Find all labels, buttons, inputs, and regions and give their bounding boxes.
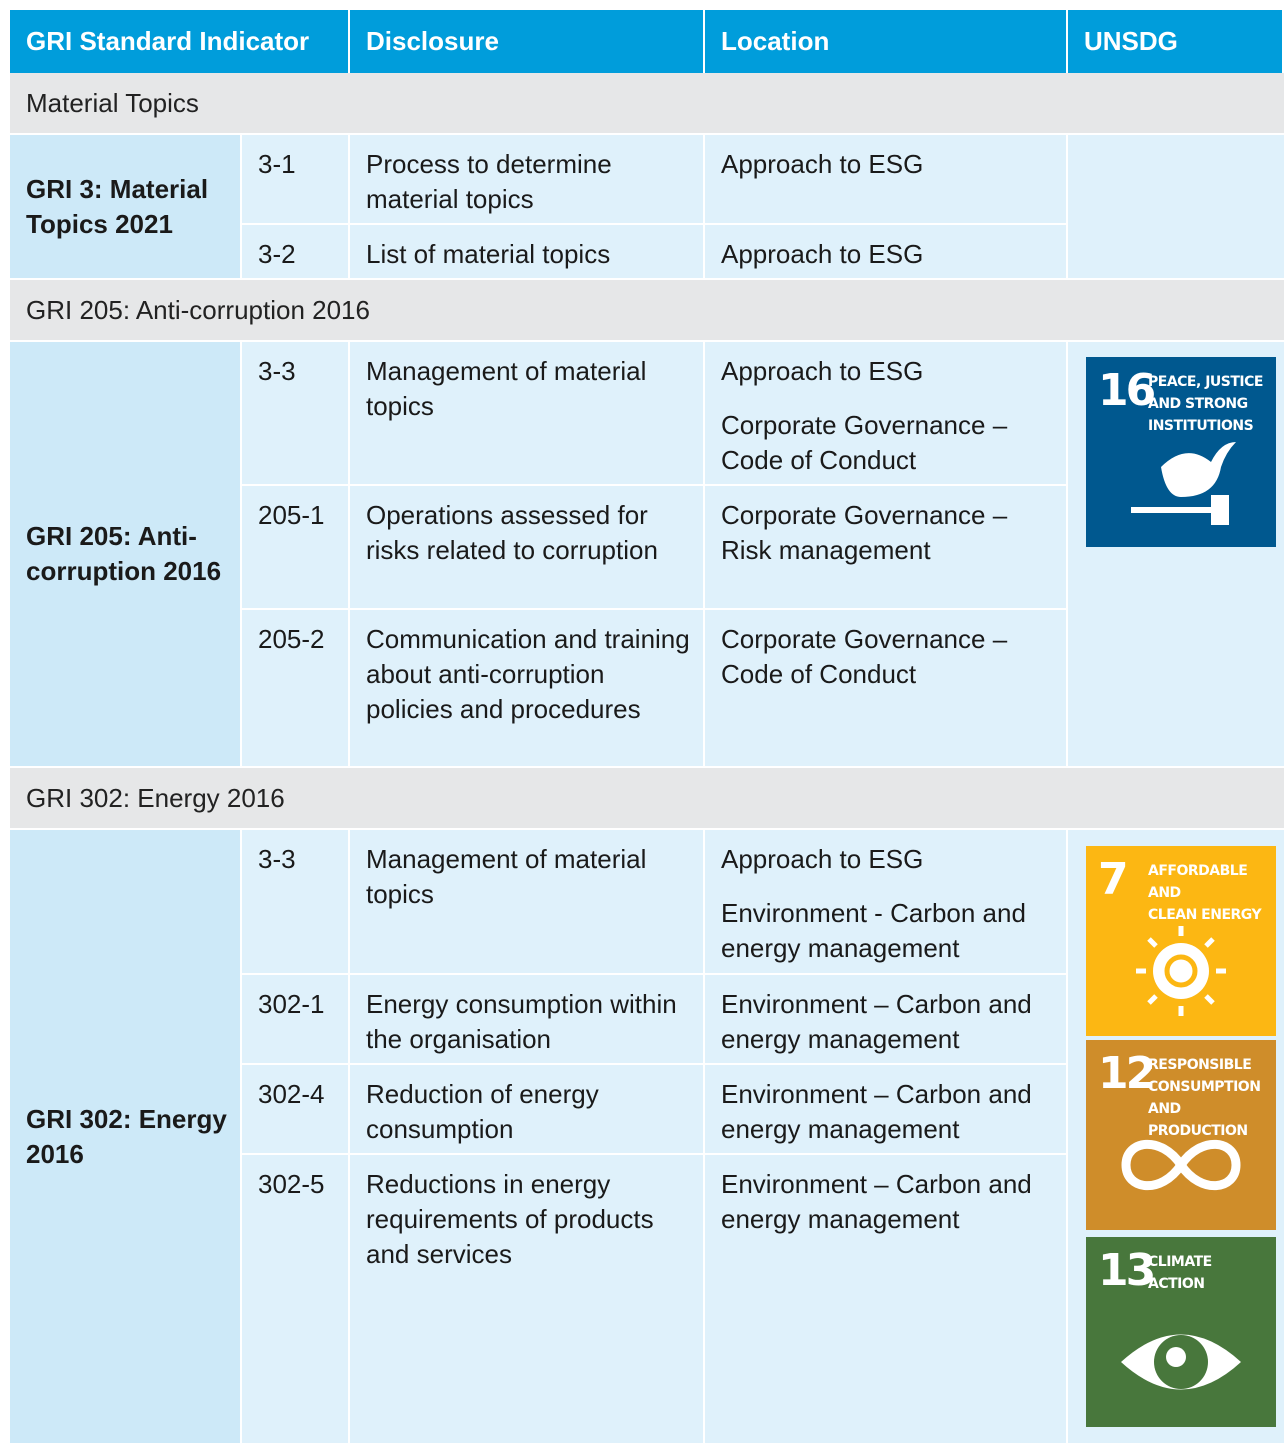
code-cell: 3-3	[242, 830, 350, 975]
disclosure-cell: Communication and training about anti-co…	[350, 610, 705, 768]
sdg-label-line: PEACE, JUSTICE	[1148, 374, 1263, 390]
disclosure-cell: Reductions in energy requirements of pro…	[350, 1155, 705, 1445]
sdg-number: 13	[1098, 1245, 1156, 1296]
sdg-label-line: CLEAN ENERGY	[1148, 907, 1262, 923]
sdg-label-line: ACTION	[1148, 1276, 1205, 1292]
disclosure-cell: Management of material topics	[350, 342, 705, 486]
sdg-icon: 7 AFFORDABLE AND CLEAN ENERGY	[1086, 846, 1276, 1036]
sdg-icon: 16 PEACE, JUSTICE AND STRONG INSTITUTIONS	[1086, 357, 1276, 547]
location-text: Environment – Carbon and energy manageme…	[721, 1079, 1032, 1144]
code-cell: 3-3	[242, 342, 350, 486]
sdg-label: RESPONSIBLE CONSUMPTION AND PRODUCTION	[1148, 1054, 1276, 1142]
unsdg-cell	[1068, 135, 1284, 280]
location-cell: Environment – Carbon and energy manageme…	[705, 975, 1068, 1065]
sdg-label-line: AFFORDABLE AND	[1148, 863, 1248, 901]
sdg-label: AFFORDABLE AND CLEAN ENERGY	[1148, 860, 1276, 926]
code-cell: 302-5	[242, 1155, 350, 1445]
sdg-pictogram	[1121, 1334, 1241, 1390]
sdg-icon: 13 CLIMATE ACTION	[1086, 1237, 1276, 1427]
code-cell: 205-2	[242, 610, 350, 768]
sdg-pictogram	[1131, 442, 1236, 525]
sdg-number: 16	[1098, 365, 1156, 416]
location-text: Corporate Governance – Code of Conduct	[721, 410, 1008, 475]
sdg-number: 7	[1098, 854, 1129, 905]
location-cell: Approach to ESG	[705, 135, 1068, 225]
sdg-label-line: AND STRONG	[1148, 396, 1248, 412]
sdg-label-line: RESPONSIBLE	[1148, 1057, 1252, 1073]
location-text: Environment - Carbon and energy manageme…	[721, 898, 1026, 963]
location-text: Approach to ESG	[721, 356, 924, 386]
indicator-cell: GRI 3: Material Topics 2021	[10, 135, 242, 280]
location-cell: Approach to ESG Corporate Governance – Co…	[705, 342, 1068, 486]
header-cell: GRI Standard Indicator	[10, 10, 350, 73]
sdg-pictogram	[1136, 926, 1226, 1016]
disclosure-cell: Process to determine material topics	[350, 135, 705, 225]
section-heading: GRI 205: Anti-corruption 2016	[10, 280, 1284, 342]
header-cell: Disclosure	[350, 10, 705, 73]
disclosure-cell: Operations assessed for risks related to…	[350, 486, 705, 610]
location-text: Approach to ESG	[721, 149, 924, 179]
location-cell: Approach to ESG	[705, 225, 1068, 280]
sdg-icon: 12 RESPONSIBLE CONSUMPTION AND PRODUCTION	[1086, 1040, 1276, 1230]
location-text: Environment – Carbon and energy manageme…	[721, 989, 1032, 1054]
location-text: Approach to ESG	[721, 844, 924, 874]
disclosure-cell: List of material topics	[350, 225, 705, 280]
code-cell: 3-1	[242, 135, 350, 225]
sdg-label-line: CONSUMPTION	[1148, 1079, 1261, 1095]
location-cell: Approach to ESG Environment - Carbon and …	[705, 830, 1068, 975]
disclosure-cell: Management of material topics	[350, 830, 705, 975]
sdg-pictogram	[1121, 1139, 1241, 1191]
disclosure-cell: Energy consumption within the organisati…	[350, 975, 705, 1065]
location-cell: Environment – Carbon and energy manageme…	[705, 1065, 1068, 1155]
sdg-label-line: AND PRODUCTION	[1148, 1101, 1248, 1139]
section-heading: Material Topics	[10, 73, 1284, 135]
sdg-number: 12	[1098, 1048, 1156, 1099]
indicator-cell: GRI 302: Energy 2016	[10, 830, 242, 1445]
disclosure-cell: Reduction of energy consumption	[350, 1065, 705, 1155]
section-heading: GRI 302: Energy 2016	[10, 768, 1284, 830]
code-cell: 302-4	[242, 1065, 350, 1155]
code-cell: 205-1	[242, 486, 350, 610]
location-text: Environment – Carbon and energy manageme…	[721, 1169, 1032, 1234]
location-cell: Environment – Carbon and energy manageme…	[705, 1155, 1068, 1445]
code-cell: 302-1	[242, 975, 350, 1065]
indicator-cell: GRI 205: Anti-corruption 2016	[10, 342, 242, 768]
sdg-label: PEACE, JUSTICE AND STRONG INSTITUTIONS	[1148, 371, 1263, 437]
sdg-label: CLIMATE ACTION	[1148, 1251, 1212, 1295]
location-cell: Corporate Governance – Code of Conduct	[705, 610, 1068, 768]
location-text: Approach to ESG	[721, 239, 924, 269]
location-cell: Corporate Governance – Risk management	[705, 486, 1068, 610]
header-cell: Location	[705, 10, 1068, 73]
sdg-label-line: CLIMATE	[1148, 1254, 1212, 1270]
header-cell: UNSDG	[1068, 10, 1284, 73]
location-text: Corporate Governance – Risk management	[721, 500, 1008, 565]
code-cell: 3-2	[242, 225, 350, 280]
location-text: Corporate Governance – Code of Conduct	[721, 624, 1008, 689]
sdg-label-line: INSTITUTIONS	[1148, 418, 1254, 434]
